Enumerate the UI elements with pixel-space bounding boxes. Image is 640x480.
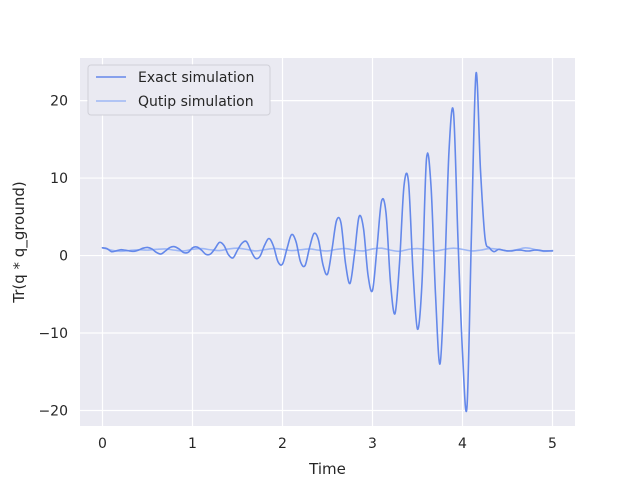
x-tick-label: 3 [368, 436, 377, 452]
y-tick-label: 0 [59, 249, 68, 265]
y-tick-label: −20 [38, 404, 68, 420]
y-tick-labels: −20 −10 0 10 20 [38, 94, 68, 420]
series-lines [101, 72, 554, 413]
x-tick-label: 5 [548, 436, 557, 452]
x-tick-label: 1 [188, 436, 197, 452]
legend: Exact simulation Qutip simulation [87, 64, 271, 116]
y-axis-label: Tr(q * q_ground) [10, 181, 29, 303]
x-tick-label: 4 [458, 436, 467, 452]
legend-box [87, 64, 271, 116]
grid [80, 58, 575, 426]
x-axis-label: Time [308, 460, 346, 478]
y-tick-label: 10 [50, 171, 68, 187]
y-tick-label: −10 [38, 326, 68, 342]
legend-label-exact: Exact simulation [138, 70, 254, 86]
legend-label-qutip: Qutip simulation [138, 94, 254, 110]
plot-area [80, 58, 575, 426]
x-tick-label: 0 [98, 436, 107, 452]
series-line-exact [101, 72, 554, 413]
x-tick-label: 2 [278, 436, 287, 452]
y-tick-label: 20 [50, 94, 68, 110]
x-tick-labels: 0 1 2 3 4 5 [98, 436, 557, 452]
series-line-qutip [101, 247, 554, 253]
